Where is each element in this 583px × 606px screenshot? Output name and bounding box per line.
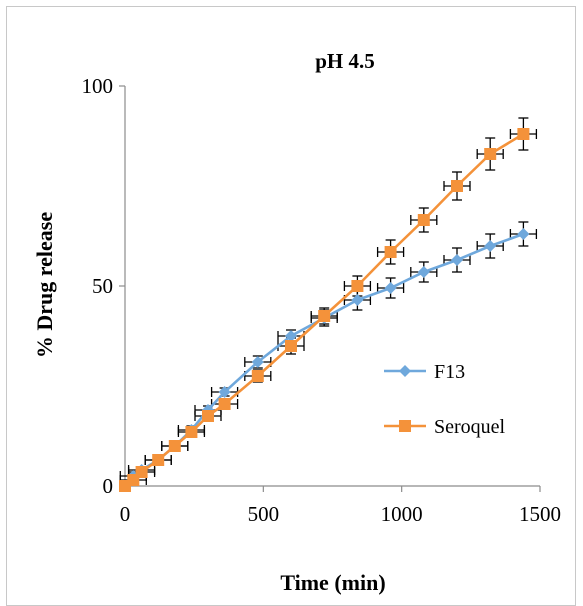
y-axis-title: % Drug release xyxy=(32,212,57,358)
x-tick-label: 1000 xyxy=(381,502,423,526)
series-points-f13 xyxy=(119,228,530,492)
data-point xyxy=(384,246,397,258)
data-point xyxy=(218,398,231,410)
data-point xyxy=(185,426,198,438)
x-tick-label: 0 xyxy=(120,502,131,526)
y-tick-label: 0 xyxy=(103,474,114,498)
data-point xyxy=(351,280,364,292)
data-point xyxy=(351,294,364,306)
data-point xyxy=(168,440,181,452)
data-point xyxy=(285,340,297,352)
data-point xyxy=(152,454,165,466)
data-point xyxy=(218,386,231,398)
chart-frame xyxy=(6,6,576,606)
legend-marker xyxy=(399,365,411,377)
x-tick-label: 1500 xyxy=(519,502,561,526)
data-point xyxy=(285,330,297,342)
x-axis-title: Time (min) xyxy=(280,570,385,595)
error-bars-0 xyxy=(119,221,538,481)
chart-title: pH 4.5 xyxy=(315,49,375,73)
data-point xyxy=(251,356,264,368)
series-points-seroquel xyxy=(119,128,530,492)
data-point xyxy=(318,310,331,322)
y-tick-label: 100 xyxy=(82,74,114,98)
series-line-f13 xyxy=(123,232,524,487)
legend-marker xyxy=(399,420,411,432)
data-point xyxy=(484,240,497,252)
data-point xyxy=(135,466,148,478)
data-point xyxy=(417,214,430,226)
data-point xyxy=(451,254,463,266)
plot-area xyxy=(119,117,538,492)
data-point xyxy=(517,128,530,140)
x-tick-label: 500 xyxy=(248,502,280,526)
data-point xyxy=(517,228,530,240)
y-tick-label: 50 xyxy=(92,274,113,298)
data-point xyxy=(384,282,397,294)
legend-label: Seroquel xyxy=(434,416,506,438)
data-point xyxy=(451,180,463,192)
data-point xyxy=(202,410,214,422)
data-point xyxy=(417,266,430,278)
data-point xyxy=(251,370,264,382)
legend: F13 Seroquel xyxy=(384,361,506,438)
legend-label: F13 xyxy=(434,361,465,383)
data-point xyxy=(484,148,497,160)
